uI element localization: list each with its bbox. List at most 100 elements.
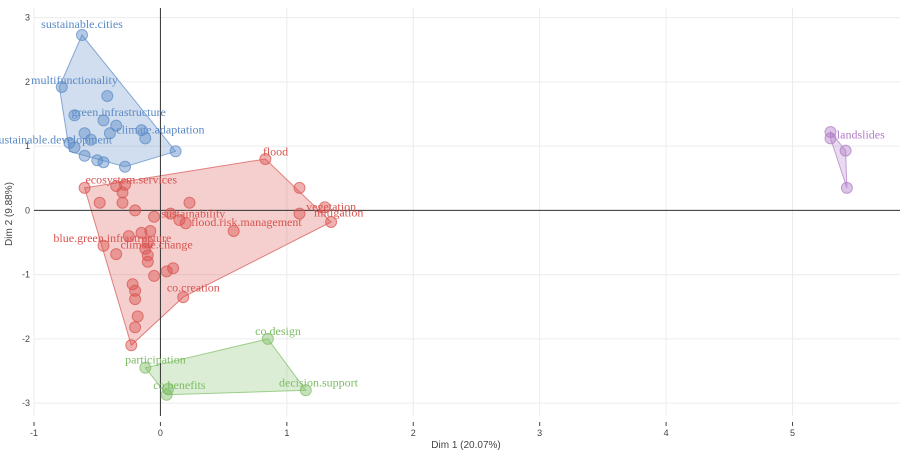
point-label: sustainable.development — [0, 133, 113, 147]
point-labels: sustainable.cities multifunctionality gree… — [0, 17, 885, 392]
x-tick-label: 0 — [158, 428, 163, 438]
point-label: sustainable.cities — [41, 17, 123, 31]
point-label: climate.change — [120, 237, 192, 251]
data-point — [839, 144, 852, 157]
point-label: green.infrastructure — [72, 105, 166, 119]
y-tick-label: 1 — [25, 141, 30, 151]
data-point — [68, 141, 81, 154]
data-point — [824, 132, 837, 145]
data-point — [179, 217, 192, 230]
point-label: flood.risk.management — [191, 215, 302, 229]
data-point — [129, 204, 142, 217]
y-axis-title: Dim 2 (9.88%) — [4, 182, 15, 246]
data-point — [164, 207, 177, 220]
data-point — [148, 210, 161, 223]
data-point — [119, 178, 131, 191]
data-point — [135, 124, 148, 137]
y-tick-label: -2 — [22, 334, 30, 344]
y-tick-label: 0 — [25, 205, 30, 215]
data-points — [55, 29, 853, 401]
axis-ticks: -1 0 1 2 3 4 5 -3 -2 -1 0 1 2 3 — [22, 13, 795, 438]
data-point — [126, 278, 139, 291]
data-point — [293, 207, 306, 220]
data-point — [78, 181, 91, 194]
point-label: co.design — [255, 324, 301, 338]
data-point — [125, 339, 138, 352]
data-point — [141, 236, 154, 249]
x-tick-label: 3 — [537, 428, 542, 438]
data-point — [144, 225, 157, 237]
data-point — [119, 160, 131, 173]
data-point — [141, 249, 154, 262]
data-point — [167, 262, 180, 275]
data-point — [227, 225, 240, 237]
data-point — [160, 265, 173, 278]
point-label: participation — [125, 353, 186, 367]
data-point — [103, 127, 116, 140]
data-point — [97, 114, 110, 127]
data-point — [129, 321, 142, 334]
y-tick-label: -1 — [22, 270, 30, 280]
data-point — [97, 239, 110, 252]
data-point — [139, 361, 152, 374]
data-point — [110, 248, 123, 261]
point-label: blue.green.infrastructure — [53, 231, 171, 245]
data-point — [318, 201, 331, 214]
point-label: vegetation — [306, 200, 356, 214]
cluster-hull-2 — [83, 158, 332, 347]
data-point — [76, 29, 88, 41]
data-point — [141, 255, 154, 268]
data-point — [78, 149, 91, 162]
data-point — [68, 109, 81, 122]
point-label: mitigation — [314, 205, 363, 219]
point-label: co.creation — [167, 281, 220, 295]
data-point — [135, 226, 148, 239]
data-point — [129, 293, 142, 306]
data-point — [93, 196, 106, 209]
cluster-hull-3 — [144, 338, 307, 396]
cluster-hull-4 — [830, 130, 848, 189]
data-point — [131, 310, 144, 323]
data-point — [325, 216, 338, 228]
data-point — [110, 180, 123, 192]
data-point — [101, 90, 114, 102]
data-point — [293, 181, 306, 194]
data-point — [148, 269, 161, 282]
data-point — [139, 242, 152, 255]
point-label: climate.adaptation — [116, 122, 204, 136]
x-tick-label: 5 — [790, 428, 795, 438]
y-tick-label: 3 — [25, 13, 30, 23]
data-point — [299, 384, 312, 397]
point-label: decision.support — [279, 376, 359, 390]
data-point — [173, 214, 186, 226]
data-point — [177, 291, 190, 304]
data-point — [840, 181, 853, 194]
data-point — [129, 284, 142, 297]
data-point — [122, 230, 135, 243]
point-label: flood — [263, 144, 288, 158]
data-point — [110, 119, 123, 132]
cluster-hulls — [58, 34, 848, 396]
x-tick-label: 2 — [411, 428, 416, 438]
data-point — [824, 126, 837, 138]
x-tick-label: 4 — [664, 428, 669, 438]
y-tick-label: 2 — [25, 77, 30, 87]
data-point — [261, 332, 274, 345]
data-point — [55, 81, 68, 93]
data-point — [169, 145, 182, 158]
data-point — [84, 133, 97, 146]
data-point — [97, 156, 110, 169]
point-label: co.benefits — [153, 378, 206, 392]
zero-lines — [34, 8, 900, 416]
data-point — [259, 153, 272, 165]
point-label: ecosystem.services — [85, 173, 177, 187]
x-axis-title: Dim 1 (20.07%) — [431, 440, 500, 451]
x-tick-label: 1 — [284, 428, 289, 438]
data-point — [116, 196, 129, 209]
data-point — [183, 196, 196, 209]
data-point — [162, 383, 174, 395]
point-label: multifunctionality — [31, 73, 118, 87]
point-label: landslides — [837, 128, 885, 142]
point-label: sustainability — [161, 207, 225, 221]
